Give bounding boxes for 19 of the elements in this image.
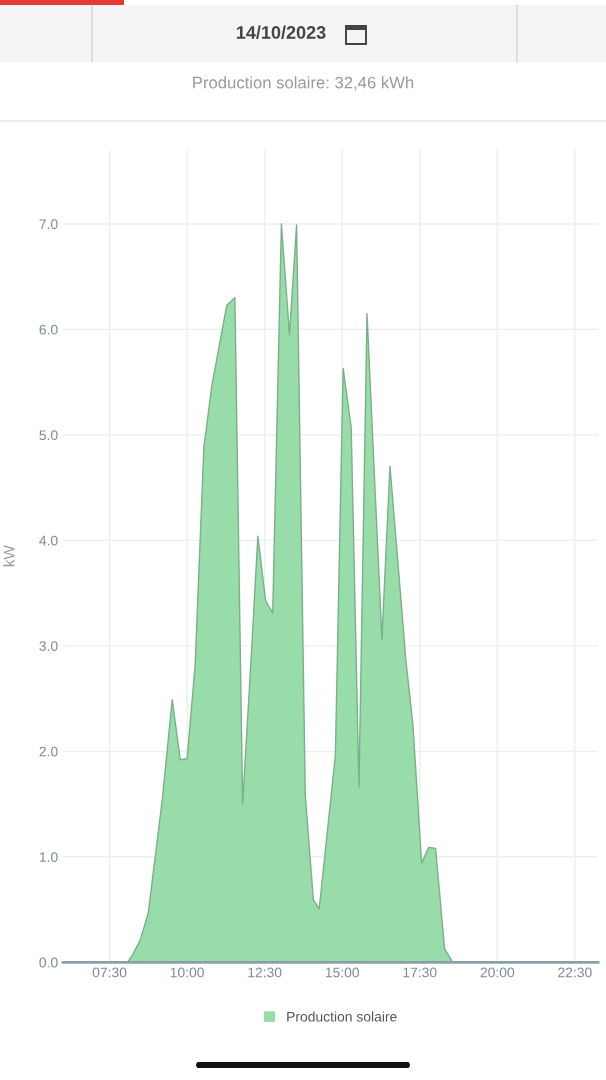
legend-label: Production solaire bbox=[287, 1011, 397, 1022]
x-tick-label: 10:00 bbox=[170, 967, 204, 978]
y-axis-title: kW bbox=[3, 545, 15, 567]
x-tick-label: 07:30 bbox=[92, 967, 127, 978]
chart-title: 14/10/2023 bbox=[236, 25, 326, 40]
x-tick-label: 20:00 bbox=[480, 967, 515, 978]
chart-subtitle: Production solaire: 32,46 kWh bbox=[193, 76, 414, 91]
x-tick-label: 17:30 bbox=[403, 967, 437, 978]
y-tick-label: 4.0 bbox=[39, 535, 58, 546]
x-tick-label: 15:00 bbox=[325, 967, 360, 978]
x-tick-label: 12:30 bbox=[248, 967, 282, 978]
y-tick-label: 0.0 bbox=[39, 957, 58, 968]
y-tick-label: 3.0 bbox=[39, 641, 58, 652]
y-tick-label: 2.0 bbox=[39, 746, 58, 757]
y-tick-label: 5.0 bbox=[39, 430, 58, 441]
y-tick-label: 7.0 bbox=[39, 219, 58, 230]
x-tick-label: 22:30 bbox=[558, 967, 592, 978]
y-tick-label: 1.0 bbox=[39, 852, 58, 862]
y-tick-label: 6.0 bbox=[39, 324, 58, 335]
